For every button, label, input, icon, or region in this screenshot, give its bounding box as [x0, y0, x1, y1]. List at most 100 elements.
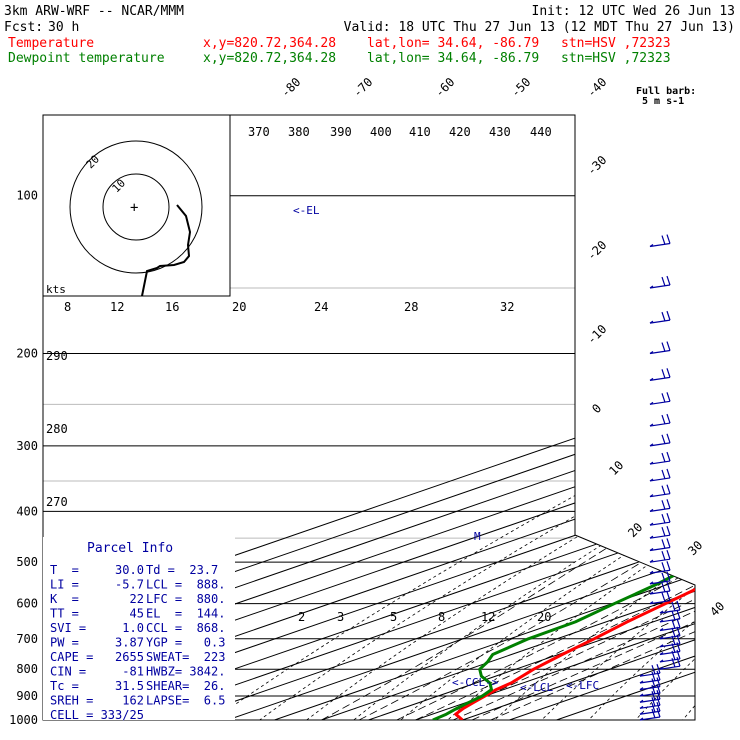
wind-barb-tick: [666, 538, 671, 548]
wind-barb-tick: [661, 434, 666, 445]
theta-e-left-label: 270: [46, 495, 68, 509]
dry-adiabat: [482, 195, 695, 720]
wind-barb-shaft: [649, 477, 671, 482]
wind-barb-tick: [661, 539, 666, 549]
hodograph-frame: [42, 114, 231, 297]
isotherm-label: -10: [584, 322, 609, 347]
wind-barb-tick: [661, 562, 666, 572]
theta-e-label: 390: [330, 125, 352, 139]
dry-adiabat: [625, 195, 695, 720]
wind-barb-tick: [661, 452, 666, 463]
wind-barb-shaft: [649, 590, 671, 595]
dry-adiabat: [292, 195, 695, 720]
wind-barb-shaft: [649, 546, 671, 552]
wind-barb-tick: [656, 670, 661, 681]
wind-barb-shaft: [639, 710, 661, 715]
wind-barb-legend-unit: 5 m s-1: [642, 96, 684, 107]
wind-barb-shaft: [639, 672, 661, 677]
wind-barb-shaft: [649, 422, 671, 427]
wind-barb-tick: [666, 451, 671, 462]
moist-adiabat: [434, 353, 695, 720]
wind-barb-tick: [661, 572, 666, 583]
wind-barb-tick: [651, 703, 656, 713]
wind-barb-shaft: [649, 569, 671, 574]
isotherm: [227, 115, 695, 720]
scale-label: 24: [314, 300, 328, 314]
wind-barb-tick: [666, 341, 671, 351]
wind-barb-tick: [656, 677, 661, 687]
dry-adiabat: [244, 195, 695, 720]
theta-e-left-label: 280: [46, 422, 68, 436]
hodograph-ring-outer: [69, 140, 203, 274]
wind-barb-tick: [661, 526, 666, 537]
dry-adiabat: [673, 195, 695, 720]
wind-barb-tick: [666, 234, 671, 244]
parcel-info-left: CELL = 333/25: [50, 708, 144, 722]
el-marker: <-EL: [293, 204, 320, 217]
pressure-label: 300: [16, 439, 38, 453]
temperature-latlon: lat,lon= 34.64, -86.79: [367, 36, 539, 51]
wind-barb-tick: [656, 707, 661, 718]
parcel-info-left: PW = 3.87: [50, 636, 144, 650]
wind-barb-tick: [656, 664, 661, 674]
wind-barb-shaft: [649, 319, 671, 324]
wind-barb-shaft: [649, 534, 671, 539]
wind-barb-tick: [661, 582, 666, 593]
wind-barb-tick: [676, 600, 681, 611]
wind-barb-tick: [676, 618, 681, 628]
wind-barb-legend-title: Full barb:: [636, 86, 696, 97]
dewpoint-xy: x,y=820.72,364.28: [203, 51, 336, 66]
wind-barb-tick: [671, 610, 676, 621]
theta-e-labels: 370 380 390 400 410 420 430 440 290 280 270 8 12 16 20…: [46, 125, 552, 509]
ccl-marker: <-CCL->: [452, 676, 499, 689]
isotherm: [368, 115, 695, 720]
moist-adiabat: [415, 353, 695, 720]
temperature-xy: x,y=820.72,364.28: [203, 36, 336, 51]
parcel-info-title: Parcel Info: [87, 541, 173, 556]
parcel-info-left: TT = 45: [50, 607, 144, 621]
parcel-info-left: LI = -5.7: [50, 578, 144, 592]
mixing-ratio-label: 8: [438, 610, 445, 624]
isotherm: [415, 115, 695, 720]
wind-barb-tick: [661, 276, 666, 287]
wind-barb-tick: [666, 433, 671, 444]
dry-adiabat: [721, 196, 740, 731]
pressure-label: 800: [16, 662, 38, 676]
wind-barb-shaft: [659, 618, 681, 623]
dry-adiabat: [435, 195, 695, 720]
wind-barb-tick: [676, 609, 681, 620]
valid-time: Valid: 18 UTC Thu 27 Jun 13 (12 MDT Thu …: [344, 20, 735, 35]
lcl-marker: <-LCL: [520, 681, 553, 694]
parcel-info-right: LAPSE= 6.5: [146, 694, 225, 708]
wind-barb-shaft: [639, 679, 661, 684]
parcel-info-left: K = 22: [50, 592, 144, 606]
wind-barb-tick: [666, 310, 671, 321]
forecast-hour: 30 h: [48, 20, 79, 35]
theta-e-label: 420: [449, 125, 471, 139]
pressure-label: 600: [16, 597, 38, 611]
wind-barb-shaft: [659, 658, 681, 663]
hodograph-kts-label: kts: [46, 283, 66, 296]
model-title: 3km ARW-WRF -- NCAR/MMM: [4, 4, 184, 19]
temperature-trace: [454, 194, 695, 720]
dry-adiabat: [387, 195, 695, 720]
isotherm: [509, 115, 695, 720]
wind-barb-tick: [656, 690, 661, 700]
wind-barb-shaft: [649, 242, 671, 248]
parcel-info-right: SWEAT= 223: [146, 650, 225, 664]
pressure-label: 1000: [9, 713, 38, 727]
wind-barb-shaft: [639, 692, 661, 697]
theta-e-label: 370: [248, 125, 270, 139]
parcel-info-left: SREH = 162: [50, 694, 144, 708]
isotherm: [43, 115, 695, 720]
isotherm-label: -60: [432, 75, 457, 100]
wind-barb-shaft: [639, 686, 661, 691]
parcel-info-right: SHEAR= 26.: [146, 679, 225, 693]
wind-barb-shaft: [659, 609, 681, 614]
parcel-info-panel: Parcel Info T = 30.0 Td = 23.7LI = -5.7 LC…: [43, 537, 235, 722]
wind-barb-tick: [666, 468, 671, 479]
pressure-label: 400: [16, 504, 38, 518]
wind-barb-tick: [651, 697, 656, 707]
wind-barb-shaft: [659, 665, 681, 670]
